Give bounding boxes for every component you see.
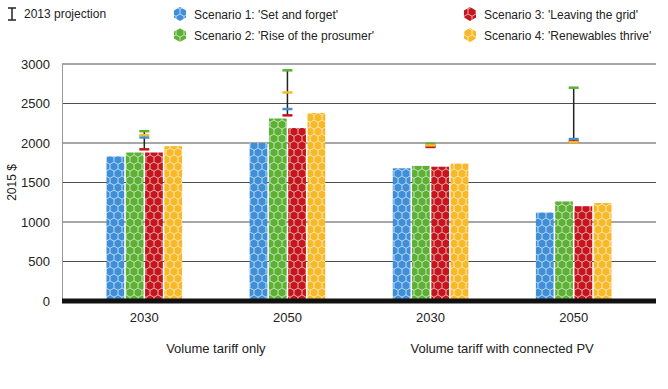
bar [536,213,554,301]
bar [164,146,182,301]
y-axis: 0 500 1000 1500 2000 2500 3000 [21,57,62,309]
grid-line [62,143,656,144]
y-tick-label: 2000 [21,136,50,151]
bar [393,168,411,301]
legend-label: Scenario 2: 'Rise of the prosumer' [194,29,374,43]
projection-cap [282,91,292,94]
legend-label: Scenario 4: 'Renewables thrive' [484,29,651,43]
bar [145,152,163,301]
projection-cap [569,86,579,89]
grid-line [62,301,656,302]
projection-cap [139,134,149,137]
bar [594,203,612,301]
y-tick-label: 1500 [21,175,50,190]
y-tick: 1000 [21,215,62,230]
bar [574,206,592,301]
projection-cap [569,141,579,144]
y-tick: 2500 [21,96,62,111]
x-axis: 2030 2050 2030 2050 [63,301,657,325]
projection-cap [426,143,436,146]
projection-cap [426,145,436,148]
series [145,128,592,301]
y-axis-line [62,65,63,302]
legend-label: 2013 projection [24,7,106,21]
bar [451,164,469,301]
chart: 0 500 1000 1500 2000 2500 3000 2030 2050 2030 2050… [0,0,668,389]
projection-cap [569,140,579,143]
x-tick-label: 2050 [273,310,302,325]
projection-cap [282,69,292,72]
bar [431,167,449,301]
x-tick-label: 2030 [416,310,445,325]
y-tick: 2000 [21,136,62,151]
y-tick: 1500 [21,175,62,190]
projection-cap [426,146,436,149]
legend-swatch [464,28,476,42]
series [164,113,611,301]
y-tick-label: 0 [43,294,50,309]
y-tick-label: 2500 [21,96,50,111]
group-label: Volume tariff only [166,341,266,356]
projection-cap [282,108,292,111]
series [126,119,573,301]
projection-cap [139,136,149,139]
y-tick: 3000 [21,57,62,72]
projection-range [573,88,575,143]
y-tick-label: 1000 [21,215,50,230]
projection-cap [282,114,292,117]
x-tick: 2030 [416,301,445,325]
y-tick: 0 [43,294,62,309]
projection-cap [139,130,149,133]
legend-label: Scenario 1: 'Set and forget' [194,8,338,22]
y-tick: 500 [28,254,62,269]
plot: 0 500 1000 1500 2000 2500 3000 2030 2050 2030 2050… [21,57,656,356]
legend-swatch [174,7,186,21]
bar [288,128,306,301]
legend: 2013 projection Scenario 1: 'Set and forg… [8,7,651,43]
legend-swatch [464,7,476,21]
legend-swatch [174,28,186,42]
y-tick-label: 500 [28,254,50,269]
x-tick-label: 2030 [130,310,159,325]
x-tick: 2030 [130,301,159,325]
projection-cap [426,144,436,147]
group-label: Volume tariff with connected PV [410,341,594,356]
legend-error-symbol [8,8,16,20]
y-axis-title: 2015 $ [5,164,19,201]
baseline [62,299,656,304]
bar [126,152,144,301]
projection-cap [569,138,579,141]
grid-line [62,103,656,104]
x-tick: 2050 [559,301,588,325]
x-tick: 2050 [273,301,302,325]
bar [250,143,268,301]
bar [412,166,430,301]
x-tick-label: 2050 [559,310,588,325]
bar [269,119,287,301]
y-tick-label: 3000 [21,57,50,72]
projection-cap [139,148,149,151]
bar [308,113,326,301]
grid-line [62,64,656,65]
x-axis-line [63,301,657,302]
bar [555,201,573,301]
bars [106,70,611,301]
series [106,143,553,301]
legend-label: Scenario 3: 'Leaving the grid' [484,8,638,22]
bar [106,156,124,301]
